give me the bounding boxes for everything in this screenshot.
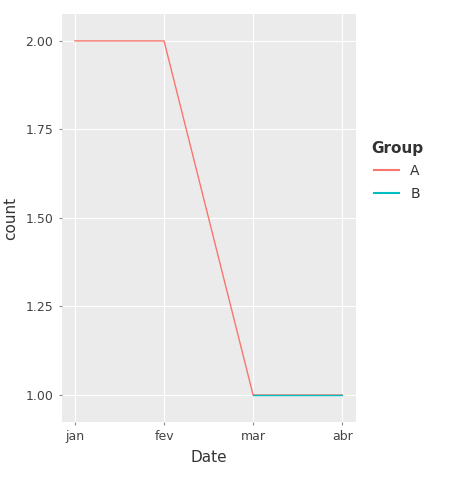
Y-axis label: count: count xyxy=(3,196,18,240)
X-axis label: Date: Date xyxy=(190,450,227,465)
Legend: A, B: A, B xyxy=(365,135,428,206)
